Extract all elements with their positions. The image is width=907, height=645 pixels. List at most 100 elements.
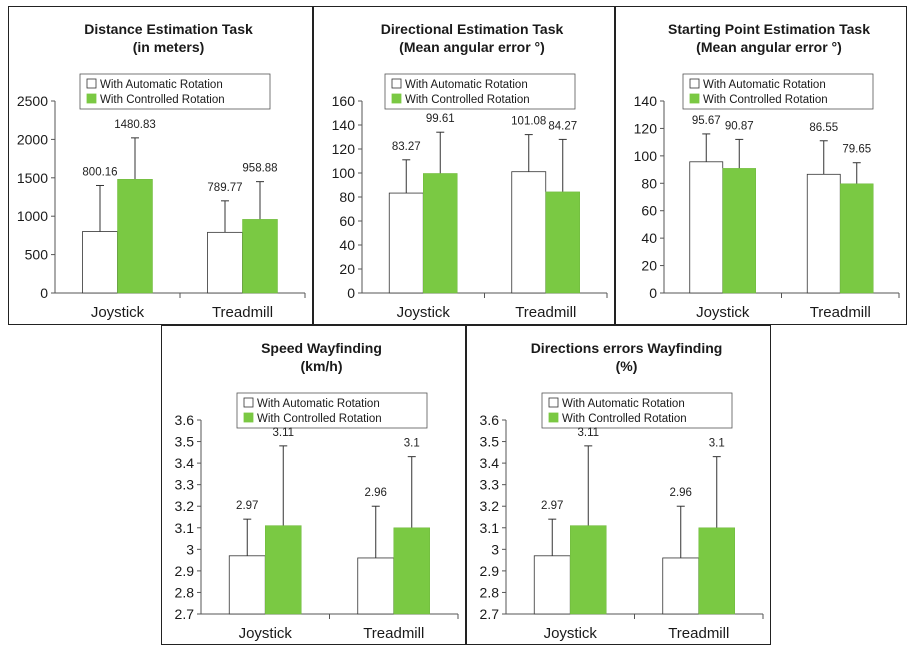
chart-subtitle: (Mean angular error °) [696, 39, 842, 55]
legend-swatch-1 [548, 412, 559, 423]
chart-panel-0: Distance Estimation Task (in meters) With … [8, 6, 313, 325]
legend-label-0: With Automatic Rotation [405, 79, 528, 91]
x-tick-label: Treadmill [810, 304, 871, 321]
legend-swatch-1 [86, 93, 97, 104]
y-tick-label: 2.7 [175, 606, 195, 622]
legend-swatch-1 [689, 93, 700, 104]
bar-automatic-joystick [533, 555, 571, 615]
y-tick-label: 140 [332, 117, 356, 133]
y-tick-label: 40 [339, 237, 355, 253]
y-tick-label: 2.8 [175, 584, 195, 600]
y-tick-label: 3.6 [175, 412, 195, 428]
bar-automatic-treadmill [662, 557, 700, 615]
data-label: 101.08 [511, 116, 546, 128]
data-label: 95.67 [692, 115, 721, 127]
legend-label-0: With Automatic Rotation [562, 398, 685, 410]
data-label: 3.11 [577, 427, 599, 439]
y-tick-label: 100 [332, 165, 356, 181]
chart-subtitle: (%) [616, 358, 638, 374]
bar-automatic-treadmill [357, 557, 395, 615]
y-tick-label: 2.9 [175, 563, 195, 579]
bar-controlled-treadmill [393, 527, 430, 615]
legend-swatch-1 [391, 93, 402, 104]
bar-controlled-joystick [423, 173, 458, 294]
y-tick-label: 3.4 [480, 455, 500, 471]
y-tick-label: 140 [634, 93, 658, 109]
bar-controlled-treadmill [545, 191, 580, 294]
legend-box [541, 392, 733, 429]
y-tick-label: 3.2 [175, 498, 195, 514]
x-tick-label: Treadmill [515, 304, 576, 321]
y-tick-label: 1500 [17, 170, 48, 186]
y-tick-label: 3 [491, 541, 499, 557]
bar-controlled-joystick [117, 179, 153, 294]
y-tick-label: 2.9 [480, 563, 500, 579]
data-label: 83.27 [392, 141, 421, 153]
chart-title: Starting Point Estimation Task [668, 21, 870, 37]
x-tick-label: Joystick [239, 625, 293, 642]
bar-automatic-joystick [689, 161, 724, 294]
y-tick-label: 3.5 [480, 434, 500, 450]
y-tick-label: 3.4 [175, 455, 195, 471]
y-tick-label: 3.1 [175, 520, 195, 536]
x-tick-label: Treadmill [363, 625, 424, 642]
y-tick-label: 2.8 [480, 584, 500, 600]
y-tick-label: 3.6 [480, 412, 500, 428]
legend-box [236, 392, 428, 429]
x-tick-label: Treadmill [212, 304, 273, 321]
legend-label-0: With Automatic Rotation [257, 398, 380, 410]
chart-panel-4: Directions errors Wayfinding (%) With Auto… [466, 325, 771, 645]
data-label: 79.65 [842, 144, 871, 156]
legend-label-1: With Controlled Rotation [100, 94, 225, 106]
y-tick-label: 2000 [17, 131, 48, 147]
data-label: 84.27 [548, 120, 577, 132]
chart-title: Speed Wayfinding [261, 340, 382, 356]
x-tick-label: Joystick [544, 625, 598, 642]
legend-swatch-0 [86, 78, 97, 89]
bar-automatic-treadmill [806, 173, 841, 294]
chart-title: Directional Estimation Task [381, 21, 564, 37]
legend-swatch-1 [243, 412, 254, 423]
bar-controlled-treadmill [698, 527, 735, 615]
legend-label-1: With Controlled Rotation [405, 94, 530, 106]
legend-label-0: With Automatic Rotation [100, 79, 223, 91]
data-label: 99.61 [426, 113, 455, 125]
data-label: 800.16 [82, 166, 117, 178]
y-tick-label: 0 [649, 285, 657, 301]
legend-swatch-0 [548, 397, 559, 408]
bar-automatic-treadmill [207, 231, 243, 294]
chart-panel-3: Speed Wayfinding (km/h) With Automatic Rot… [161, 325, 466, 645]
y-tick-label: 0 [40, 285, 48, 301]
y-tick-label: 60 [339, 213, 355, 229]
bar-controlled-joystick [265, 525, 302, 615]
legend-box [79, 73, 271, 110]
y-tick-label: 3.2 [480, 498, 500, 514]
data-label: 3.1 [709, 438, 725, 450]
x-tick-label: Joystick [397, 304, 451, 321]
chart-subtitle: (in meters) [133, 39, 205, 55]
y-tick-label: 20 [339, 261, 355, 277]
data-label: 958.88 [242, 163, 277, 175]
legend-label-1: With Controlled Rotation [703, 94, 828, 106]
bar-automatic-joystick [388, 192, 424, 294]
y-tick-label: 3.1 [480, 520, 500, 536]
chart-panel-1: Directional Estimation Task (Mean angular… [313, 6, 615, 325]
y-tick-label: 3.5 [175, 434, 195, 450]
x-tick-label: Joystick [696, 304, 750, 321]
y-tick-label: 2500 [17, 93, 48, 109]
legend-label-0: With Automatic Rotation [703, 79, 826, 91]
data-label: 90.87 [725, 120, 754, 132]
x-tick-label: Joystick [91, 304, 145, 321]
data-label: 789.77 [207, 182, 242, 194]
bar-controlled-treadmill [840, 183, 874, 294]
legend-swatch-0 [689, 78, 700, 89]
chart-subtitle: (km/h) [301, 358, 343, 374]
bar-controlled-joystick [722, 168, 756, 294]
y-tick-label: 3 [186, 541, 194, 557]
chart-title: Directions errors Wayfinding [531, 340, 723, 356]
chart-subtitle: (Mean angular error °) [399, 39, 545, 55]
legend-swatch-0 [391, 78, 402, 89]
legend-box [384, 73, 576, 110]
y-tick-label: 20 [641, 258, 657, 274]
data-label: 2.97 [541, 500, 563, 512]
